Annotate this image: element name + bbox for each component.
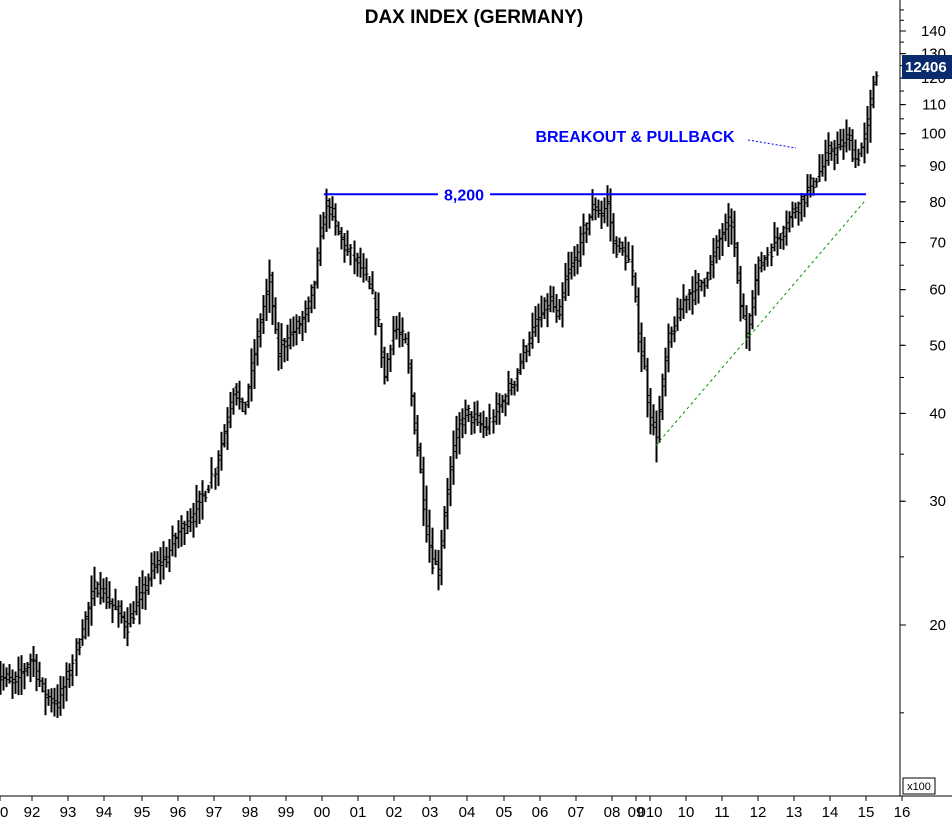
x-tick-label: 04	[459, 804, 476, 819]
x-tick-label: 01	[350, 804, 367, 819]
last-price-badge	[902, 55, 952, 79]
x-tick-label: 02	[386, 804, 403, 819]
y-tick-label: 60	[929, 282, 946, 299]
y-tick-label: 100	[921, 126, 946, 143]
x-tick-label: 13	[786, 804, 803, 819]
x-tick-label: 90	[0, 804, 8, 819]
unit-label: x100	[907, 781, 931, 793]
ohlc-bars	[0, 71, 879, 718]
x-tick-label: 96	[170, 804, 187, 819]
x-tick-label: 00	[314, 804, 331, 819]
x-tick-label: 03	[422, 804, 439, 819]
x-tick-label: 94	[96, 804, 113, 819]
x-tick-label: 010	[637, 804, 662, 819]
x-tick-label: 10	[678, 804, 695, 819]
chart-title: DAX INDEX (GERMANY)	[365, 7, 584, 28]
x-tick-label: 97	[206, 804, 223, 819]
y-tick-label: 20	[929, 617, 946, 634]
resistance-label-background	[438, 185, 490, 204]
x-tick-label: 09	[628, 804, 645, 819]
x-tick-label: 08	[604, 804, 621, 819]
x-tick-label: 07	[568, 804, 585, 819]
x-tick-label: 05	[496, 804, 513, 819]
x-tick-label: 92	[24, 804, 41, 819]
x-tick-label: 99	[278, 804, 295, 819]
x-tick-label: 14	[822, 804, 839, 819]
x-tick-label: 06	[532, 804, 549, 819]
x-tick-label: 93	[60, 804, 77, 819]
x-axis: 90 92 93 94 95 96 97 98 99 00 01 02 03 04 05 06 07 08 0901…	[0, 796, 911, 821]
unit-box	[902, 777, 936, 795]
x-tick-label: 15	[858, 804, 875, 819]
last-price-label: 12406	[905, 59, 947, 76]
y-tick-label: 140	[921, 23, 946, 40]
x-tick-label: 95	[134, 804, 151, 819]
breakout-pointer-line	[747, 139, 797, 149]
y-tick-label: 50	[929, 337, 946, 354]
x-tick-label: 16	[894, 804, 911, 819]
y-tick-label: 90	[929, 158, 946, 175]
resistance-label: 8,200	[444, 187, 484, 204]
y-tick-label: 30	[929, 493, 946, 510]
y-tick-label: 110	[922, 97, 946, 114]
y-tick-label: 40	[929, 405, 946, 422]
y-tick-label: 80	[929, 194, 946, 211]
x-tick-label: 12	[750, 804, 767, 819]
x-tick-label: 11	[714, 804, 730, 819]
y-tick-label: 70	[929, 235, 946, 252]
breakout-pullback-label: BREAKOUT & PULLBACK	[535, 129, 735, 146]
x-tick-label: 98	[242, 804, 259, 819]
